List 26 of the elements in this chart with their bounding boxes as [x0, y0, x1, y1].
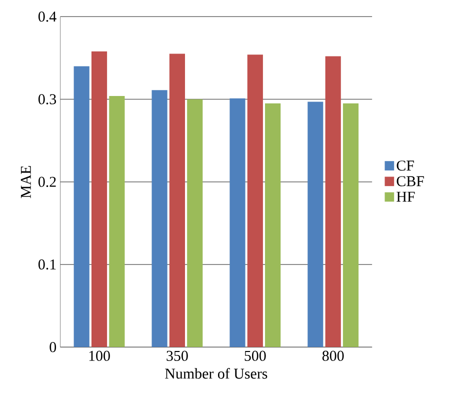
x-tick-label: 800: [322, 350, 344, 362]
legend-label: HF: [396, 192, 415, 202]
bar: [169, 54, 185, 348]
bar: [230, 98, 246, 348]
y-axis-title: MAE: [20, 166, 31, 198]
x-tick-label: 500: [244, 350, 266, 362]
x-tick-label: 350: [166, 350, 188, 362]
bar: [109, 96, 125, 348]
bar: [152, 90, 168, 348]
x-tick-label: 100: [89, 350, 110, 362]
x-axis-title: Number of Users: [165, 368, 268, 379]
legend-label: CBF: [396, 176, 424, 186]
bar: [325, 56, 341, 348]
bar: [187, 99, 203, 348]
y-tick-label: 0.1: [38, 260, 56, 270]
bar: [74, 66, 90, 348]
bar: [308, 102, 324, 348]
y-tick-label: 0.4: [38, 12, 56, 22]
y-tick-label: 0.3: [38, 94, 56, 105]
legend-label: CF: [396, 160, 414, 171]
bar: [342, 104, 359, 348]
bar: [265, 104, 281, 348]
y-tick-label: 0.2: [38, 177, 56, 188]
y-tick-label: 0: [50, 342, 56, 352]
bar: [91, 52, 108, 348]
bar: [247, 54, 263, 348]
